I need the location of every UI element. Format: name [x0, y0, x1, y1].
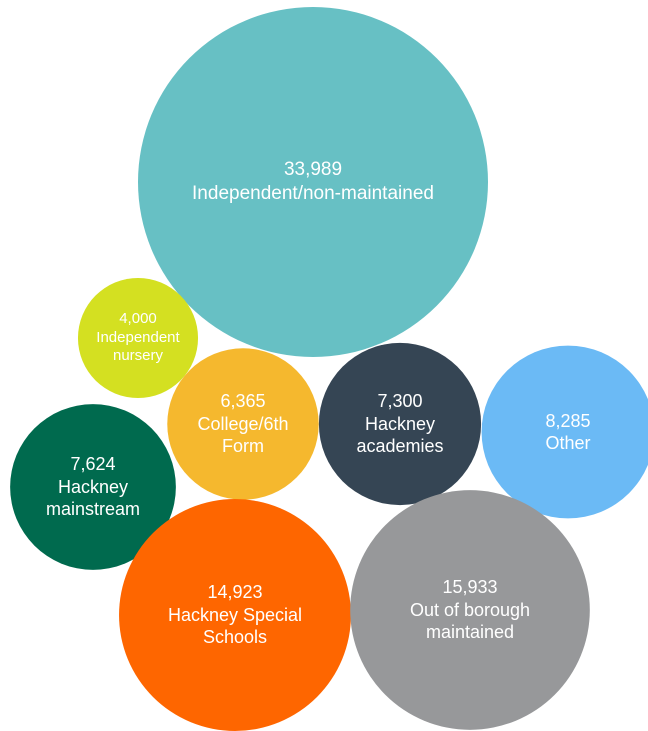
- value-label: 4,000: [119, 309, 157, 327]
- bubble: [10, 404, 176, 570]
- bubble-label: 8,285 Other: [508, 372, 628, 492]
- bubble: [350, 490, 590, 730]
- bubble-label: 15,933 Out of borough maintained: [385, 550, 555, 670]
- bubble-label: 6,365 College/6th Form: [183, 364, 303, 484]
- value-label: 7,624: [70, 454, 116, 475]
- category-label: College/6th Form: [197, 413, 289, 457]
- value-label: 8,285: [545, 410, 591, 431]
- value-label: 6,365: [220, 391, 266, 412]
- bubble-label: 14,923 Hackney Special Schools: [150, 555, 320, 675]
- category-label: Other: [545, 433, 591, 453]
- category-label: Independent/non-maintained: [192, 183, 434, 204]
- value-label: 7,300: [377, 391, 423, 412]
- value-label: 33,989: [283, 159, 343, 181]
- bubble: [138, 7, 488, 357]
- category-label: Hackney mainstream: [45, 476, 141, 520]
- bubble-label: 7,300 Hackney academies: [340, 364, 460, 484]
- value-label: 14,923: [207, 582, 263, 603]
- category-label: Hackney academies: [356, 413, 444, 457]
- bubble-label: 4,000 Independent nursery: [83, 278, 193, 398]
- category-label: Out of borough maintained: [409, 599, 531, 643]
- bubble: [77, 277, 199, 399]
- value-label: 15,933: [442, 577, 498, 598]
- bubble: [167, 348, 319, 500]
- bubble-label: 33,989 Independent/non-maintained: [173, 122, 453, 242]
- category-label: Independent nursery: [96, 328, 180, 365]
- bubble: [318, 342, 482, 506]
- bubble-label: 7,624 Hackney mainstream: [26, 427, 161, 547]
- bubble: [119, 499, 351, 731]
- bubble: [481, 345, 648, 519]
- category-label: Hackney Special Schools: [167, 604, 303, 648]
